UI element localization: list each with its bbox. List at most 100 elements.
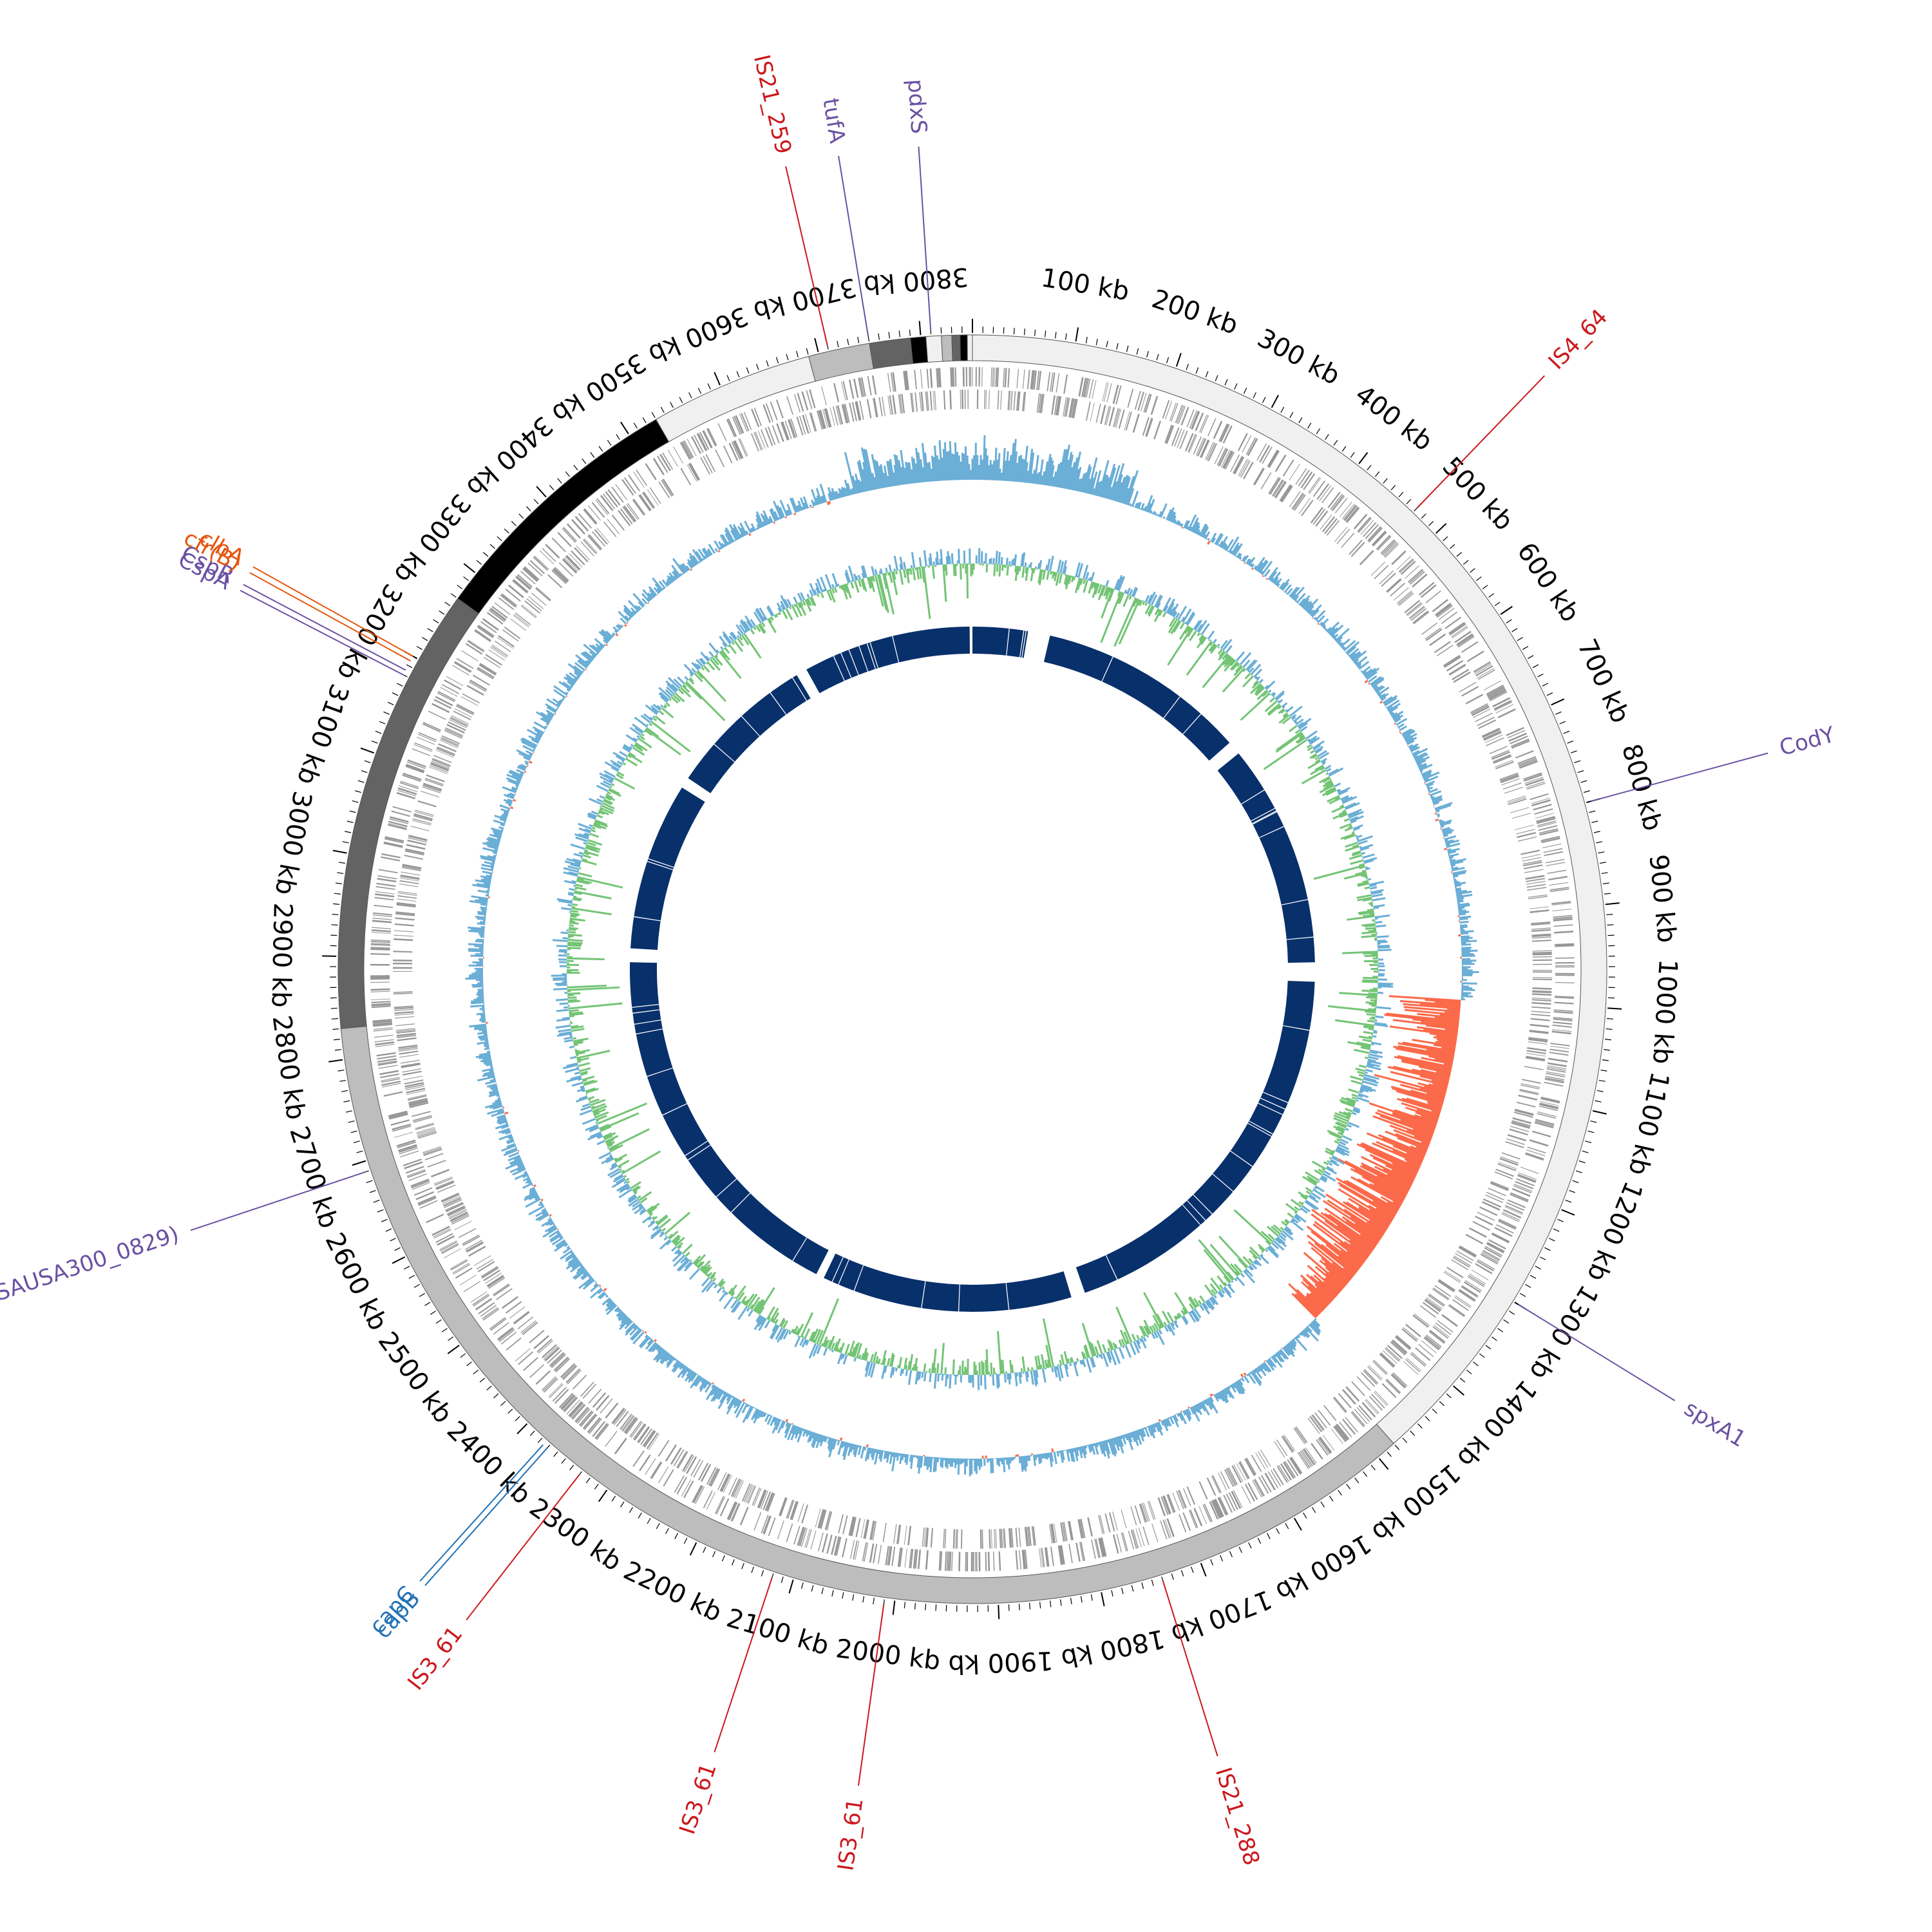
gene [512,580,528,594]
gc-content-bar [1115,574,1123,591]
minor-tick [642,417,647,424]
gc-skew-bar [1239,1378,1242,1381]
gene [1072,399,1078,419]
gc-skew-bar [1038,459,1044,485]
gene [466,1241,484,1252]
gene [842,1538,848,1558]
gc-content-bar [1195,1304,1199,1307]
gc-skew-bar [1414,1135,1431,1144]
gc-skew-bar [513,1156,521,1161]
gc-skew-bar [1412,1018,1459,1026]
gc-content-bar [1304,1200,1317,1211]
gene [1521,1079,1541,1084]
gc-skew-bar [659,1350,668,1360]
gc-skew-bar [1059,449,1068,488]
gene [448,1209,467,1218]
gc-skew-bar [1214,533,1222,545]
minor-tick [1307,422,1312,429]
gc-skew-bar [465,977,484,980]
gc-content-bar [1349,854,1363,860]
gene [1046,372,1051,392]
gene [826,1511,833,1531]
gc-content-bar [1230,659,1236,667]
gc-skew-bar [933,457,937,482]
gc-skew-bar [500,815,507,819]
gene [1438,1279,1455,1291]
gene [1528,1038,1548,1043]
gene [817,410,823,430]
gene [1315,510,1329,527]
gene [780,421,789,441]
gene [1208,443,1217,462]
gc-content-bar [1376,924,1387,928]
gene [985,390,987,410]
gene [388,1112,408,1119]
gc-skew-bar [789,497,797,513]
gene [467,640,484,652]
gc-content-bar [1318,1168,1325,1173]
gene [1016,391,1019,411]
gene [1054,395,1058,415]
gene [840,381,846,401]
gc-content-bar [1168,608,1173,615]
gc-skew-bar [569,672,579,680]
gene [1491,750,1510,759]
gene [1015,1550,1019,1570]
minor-tick [1473,1361,1479,1367]
gc-skew-bar [764,1414,770,1423]
gene [1522,860,1542,865]
gene [1223,451,1234,469]
gene [1079,1542,1084,1562]
gc-skew-bar [614,630,618,634]
gene [1157,1497,1166,1517]
gene [1143,393,1150,413]
gene [626,504,639,520]
gene [1455,1253,1472,1264]
gene [646,1432,659,1450]
gene [1237,433,1248,451]
gc-skew-bar [603,639,609,645]
gc-skew-bar [1287,1343,1294,1350]
gc-skew-bar [744,1402,747,1405]
gc-content-bar [1372,1035,1377,1038]
gc-skew-bar [1318,1280,1337,1298]
gc-skew-bar [1299,1332,1303,1336]
gc-skew-bar [1403,1006,1461,1013]
gene [482,1307,498,1320]
gc-skew-bar [1351,652,1362,661]
major-tick [918,321,922,336]
gc-skew-bar [740,527,746,536]
gc-skew-bar [1235,1381,1245,1394]
gene [999,1528,1001,1548]
gene [1150,395,1159,415]
gene [422,721,441,731]
gc-skew-bar [934,1457,938,1472]
minor-tick [1598,851,1605,854]
gc-skew-bar [641,592,650,603]
gc-skew-bar [498,1133,513,1141]
minor-tick [1494,601,1501,607]
gc-skew-bar [578,658,589,668]
gene [402,1159,422,1167]
minor-tick [1570,750,1577,753]
major-tick [788,1579,794,1594]
gene [1077,1519,1083,1539]
gene [1554,997,1574,999]
gc-skew-bar [478,1055,491,1059]
gc-skew-bar [1406,737,1417,744]
gene [446,676,464,687]
gc-skew-bar [533,721,547,730]
gene [498,1329,515,1342]
gene [381,1083,401,1088]
gc-content-bar [1356,1099,1359,1102]
gc-skew-bar [1397,723,1405,728]
gene [702,430,713,449]
gc-skew-bar [1066,467,1074,489]
gc-skew-bar [900,450,907,485]
gc-skew-bar [704,555,708,559]
gc-content-bar [1253,668,1262,678]
gene [377,1055,397,1060]
gene [1490,1182,1509,1191]
gene [443,1197,462,1207]
gene [1532,950,1552,952]
